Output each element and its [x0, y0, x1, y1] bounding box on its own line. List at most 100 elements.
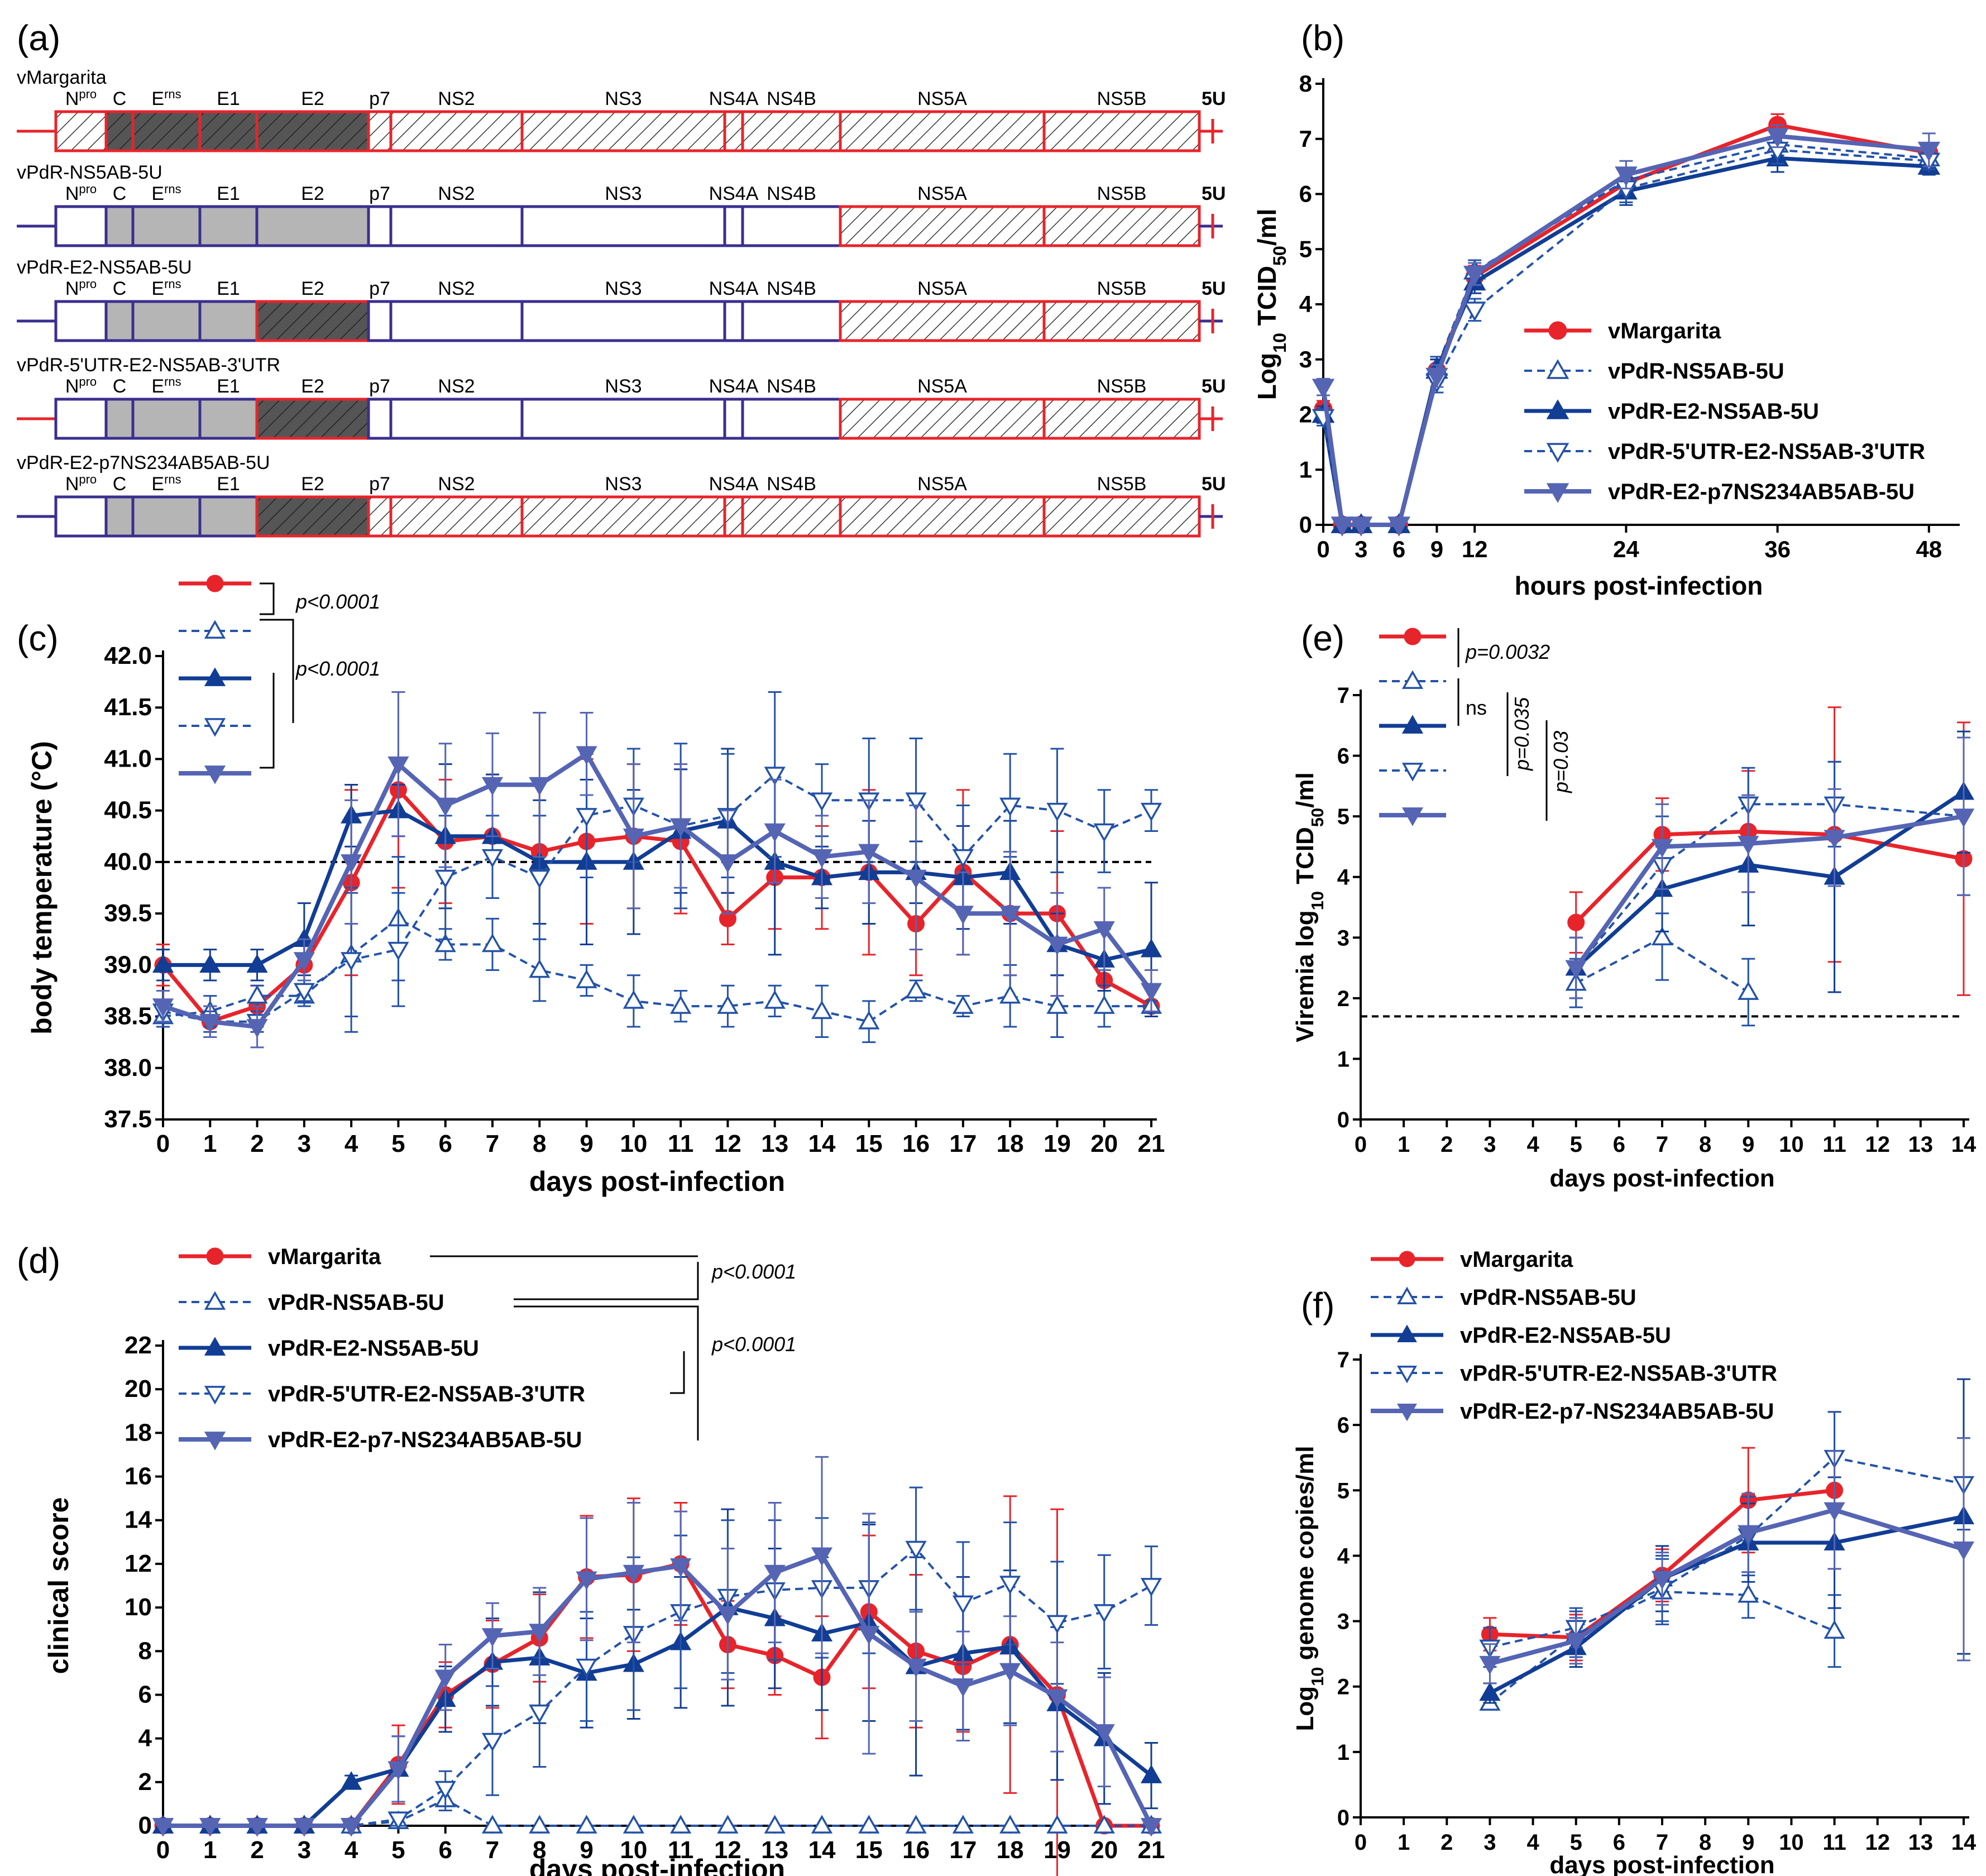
gene-label: p7 [369, 376, 390, 397]
data-point [529, 1624, 551, 1643]
y-tick-label: 5 [1337, 1478, 1349, 1503]
data-point [481, 1733, 504, 1752]
data-point [199, 954, 221, 973]
y-tick-label: 6 [138, 1681, 152, 1708]
y-tick-label: 0 [1337, 1108, 1349, 1132]
x-tick-label: 0 [1355, 1132, 1367, 1157]
data-point [952, 1815, 974, 1834]
gene-box-NS5A [839, 300, 1046, 342]
x-tick-label: 17 [949, 1836, 977, 1864]
gene-box-C [104, 495, 135, 538]
x-tick-label: 13 [761, 1836, 788, 1864]
data-point [1738, 981, 1759, 1000]
data-point [1140, 802, 1162, 822]
data-point [1046, 1689, 1068, 1708]
data-point [999, 1663, 1021, 1682]
gene-box-NS4B [741, 495, 842, 538]
x-tick-label: 4 [1526, 1830, 1539, 1855]
gene-label-main: NS4B [767, 88, 816, 109]
data-point [999, 1576, 1021, 1595]
data-point [905, 1540, 927, 1560]
gene-label-main: C [113, 88, 127, 109]
panel-label: (e) [1301, 618, 1344, 658]
gene-label: p7 [369, 278, 390, 299]
gene-label: Npro [65, 87, 97, 110]
data-point [152, 954, 174, 973]
gene-box-p7 [367, 110, 393, 152]
gene-label: NS4B [767, 88, 816, 109]
data-point [952, 1678, 974, 1697]
y-tick-label: 8 [138, 1637, 152, 1664]
legend-marker [1548, 321, 1567, 340]
y-tick-label: 22 [125, 1332, 152, 1359]
legend-label: vPdR-NS5AB-5U [268, 1290, 444, 1315]
data-point [1093, 1724, 1115, 1743]
gene-box-C [104, 398, 135, 440]
gene-label-main: NS2 [438, 183, 475, 204]
data-point [952, 1595, 974, 1614]
gene-label: E1 [217, 376, 240, 397]
gene-box-NS3 [520, 398, 726, 440]
y-tick-label: 41.5 [104, 693, 152, 721]
gene-label: C [113, 278, 127, 299]
legend-marker [1399, 1251, 1415, 1267]
x-tick-label: 2 [1441, 1132, 1453, 1157]
gene-label-sup: pro [79, 277, 97, 291]
data-point [1046, 936, 1068, 956]
x-tick-label: 14 [1951, 1830, 1977, 1855]
data-point [1463, 266, 1486, 286]
gene-label-main: p7 [369, 183, 390, 204]
legend-label: vPdR-E2-p7-NS234AB5AB-5U [268, 1428, 582, 1452]
gene-label-main: E [151, 88, 164, 109]
gene-box-E2 [255, 398, 370, 440]
gene-label-main: N [65, 88, 79, 109]
gene-label: NS4A [709, 183, 759, 204]
data-point [1093, 1604, 1115, 1623]
gene-label: NS4B [767, 473, 816, 495]
gene-label-main: C [113, 278, 127, 299]
gene-label: NS4A [709, 278, 759, 299]
data-point [1140, 983, 1162, 1002]
x-tick-label: 16 [902, 1836, 930, 1864]
gene-label: C [113, 473, 127, 495]
legend-label: vPdR-E2-p7NS234AB5AB-5U [1608, 480, 1915, 504]
y-tick-label: 4 [1337, 1544, 1350, 1568]
y-tick-label: 2 [138, 1768, 152, 1796]
x-tick-label: 21 [1138, 1130, 1165, 1157]
series-vPdR-E2-NS5AB-5U [1565, 730, 1975, 999]
ns-label: ns [1466, 696, 1487, 719]
data-point [811, 1815, 833, 1834]
series-line [1575, 790, 1965, 970]
gene-label: NS5B [1097, 473, 1147, 495]
gene-label-sup: rns [164, 472, 181, 486]
y-tick-label: 5 [1337, 805, 1349, 829]
series-vMargarita [1567, 706, 1973, 996]
x-tick-label: 8 [1699, 1132, 1711, 1157]
legend-marker [204, 620, 226, 639]
series-line [163, 1547, 1152, 1827]
utr-label: 5U [1202, 278, 1226, 299]
data-point [623, 1564, 644, 1584]
x-tick-label: 15 [855, 1130, 883, 1157]
gene-label: NS3 [605, 183, 642, 204]
data-point [999, 1815, 1021, 1834]
x-tick-label: 6 [438, 1130, 452, 1157]
gene-label: NS2 [438, 88, 475, 109]
gene-box-Erns [131, 495, 202, 538]
data-point [811, 792, 833, 811]
gene-box-Erns [131, 398, 202, 440]
series-line [162, 917, 1151, 1023]
gene-label-main: NS5B [1097, 376, 1147, 397]
y-tick-label: 40.0 [104, 848, 152, 875]
legend-label: vPdR-E2-NS5AB-5U [1460, 1323, 1671, 1348]
x-tick-label: 0 [156, 1130, 170, 1157]
gene-label-main: E1 [217, 376, 240, 397]
gene-label: NS3 [605, 278, 642, 299]
x-tick-label: 10 [620, 1836, 647, 1864]
x-tick-label: 24 [1613, 536, 1639, 562]
x-tick-label: 36 [1764, 536, 1791, 562]
data-point [1738, 1584, 1759, 1603]
